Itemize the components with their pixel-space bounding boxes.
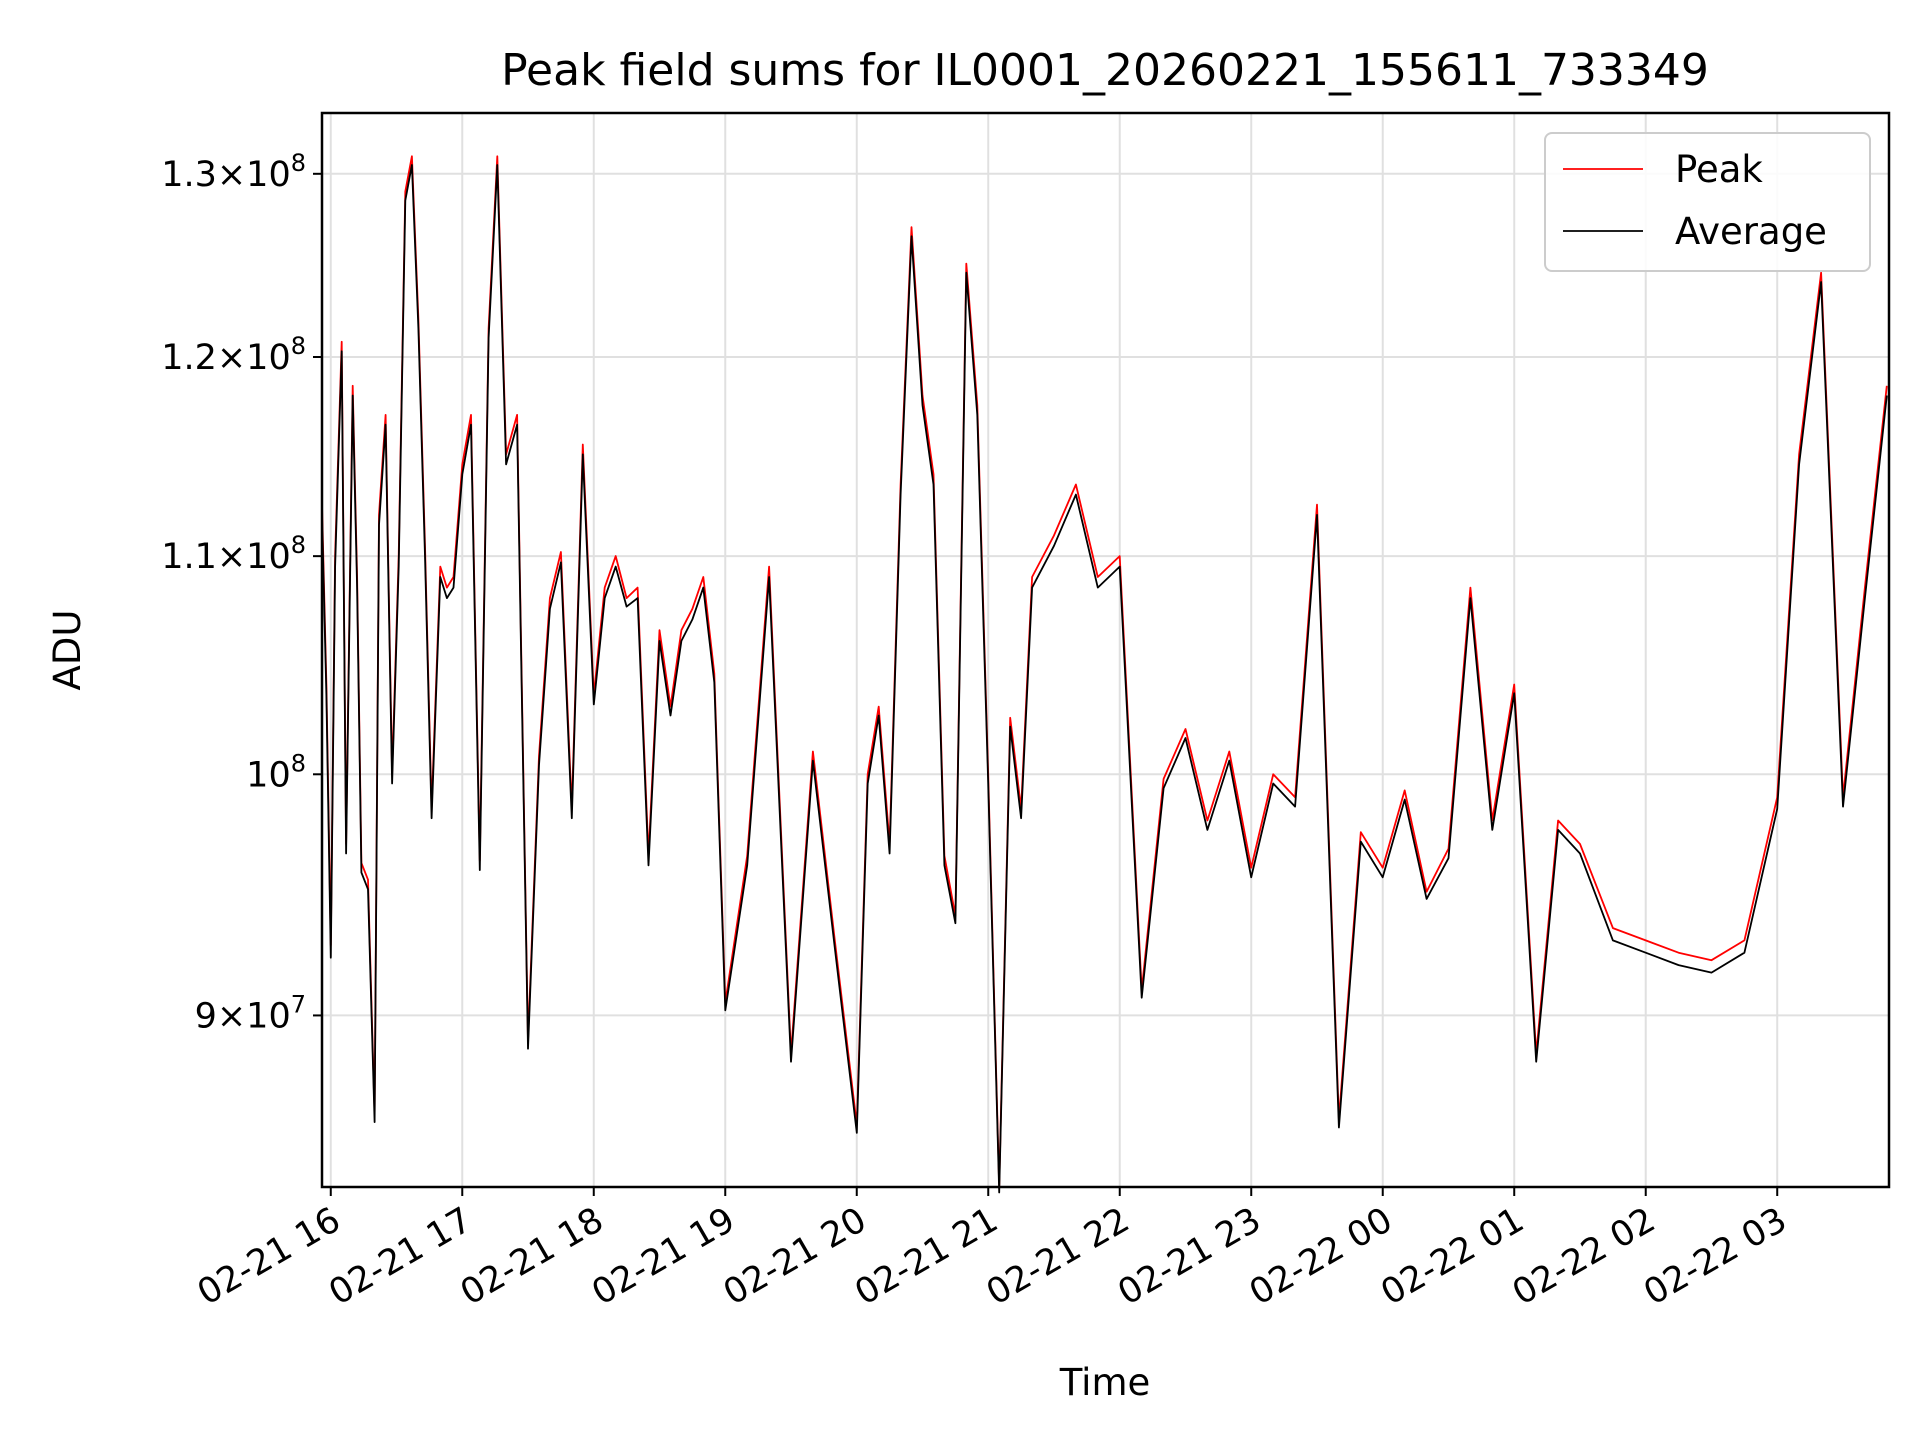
y-axis: 9×107 108 1.1×108 1.2×108 1.3×108: [161, 149, 322, 1036]
chart-title: Peak field sums for IL0001_20260221_1556…: [501, 45, 1709, 96]
axes-frame: [320, 111, 1891, 1189]
legend-label-peak: Peak: [1675, 148, 1763, 191]
x-tick-label: 02-22 00: [1243, 1200, 1399, 1313]
x-tick-label: 02-22 02: [1506, 1200, 1662, 1313]
x-tick-label: 02-21 17: [322, 1200, 478, 1313]
series-line-peak: [321, 155, 1888, 1188]
x-tick-label: 02-21 19: [585, 1200, 741, 1313]
legend: Peak Average: [1544, 132, 1871, 272]
legend-label-average: Average: [1675, 210, 1827, 253]
y-tick-label: 1.2×108: [161, 332, 306, 378]
x-axis-label: Time: [1059, 1361, 1151, 1404]
x-tick-label: 02-21 21: [848, 1200, 1004, 1313]
series-line-average: [321, 164, 1888, 1194]
y-tick-label: 9×107: [195, 990, 306, 1036]
y-tick-label: 1.1×108: [161, 531, 306, 577]
grid: [322, 113, 1889, 1187]
x-tick-label: 02-22 03: [1637, 1200, 1793, 1313]
x-tick-label: 02-21 16: [191, 1200, 347, 1313]
y-tick-label: 1.3×108: [161, 149, 306, 195]
x-tick-label: 02-21 22: [980, 1200, 1136, 1313]
x-tick-label: 02-21 20: [717, 1200, 873, 1313]
x-tick-label: 02-21 18: [454, 1200, 610, 1313]
x-tick-label: 02-21 23: [1111, 1200, 1267, 1313]
y-tick-label: 108: [246, 749, 306, 795]
y-axis-label: ADU: [46, 610, 89, 691]
plot-area: [321, 155, 1888, 1194]
x-tick-label: 02-22 01: [1374, 1200, 1530, 1313]
legend-box: [1544, 132, 1871, 272]
